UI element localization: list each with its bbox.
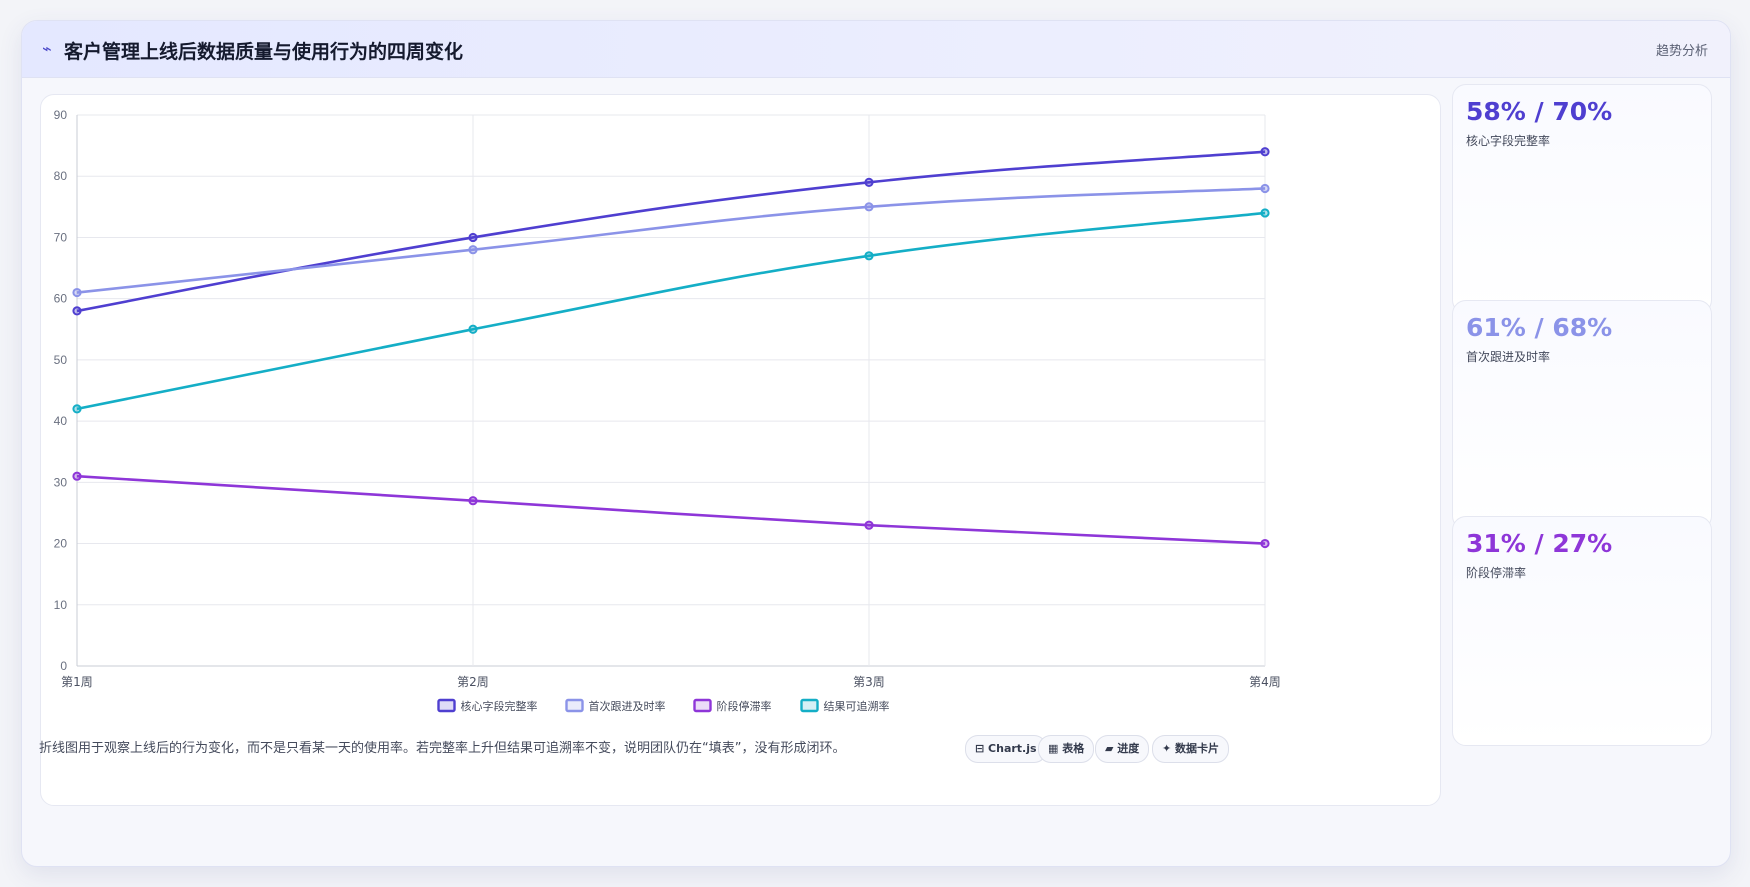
data-point[interactable] <box>864 177 874 187</box>
series-line-3 <box>76 211 1266 411</box>
kpi-value: 31% / 27% <box>1466 529 1613 558</box>
series-line-0 <box>76 150 1266 313</box>
data-point[interactable] <box>72 306 82 316</box>
legend-swatch[interactable] <box>693 698 712 713</box>
trend-analysis-tag[interactable]: 趋势分析 <box>1655 44 1708 59</box>
data-point[interactable] <box>72 471 82 481</box>
data-point[interactable] <box>468 245 478 255</box>
x-tick-label: 第2周 <box>457 675 489 689</box>
series-line-2 <box>76 474 1266 545</box>
kpi-value: 61% / 68% <box>1466 313 1613 342</box>
x-tick-label: 第1周 <box>61 675 93 689</box>
kpi-value: 58% / 70% <box>1466 97 1613 126</box>
y-tick-label: 0 <box>60 659 67 673</box>
legend-label[interactable]: 阶段停滞率 <box>717 699 772 713</box>
legend-swatch[interactable] <box>565 698 584 713</box>
y-tick-label: 30 <box>54 475 68 489</box>
data-point[interactable] <box>864 202 874 212</box>
x-tick-label: 第3周 <box>853 675 885 689</box>
kpi-label: 首次跟进及时率 <box>1466 350 1551 364</box>
chip-table[interactable]: ▦ 表格 <box>1038 735 1095 763</box>
data-point[interactable] <box>468 232 478 243</box>
data-point[interactable] <box>72 287 82 298</box>
card-title: 客户管理上线后数据质量与使用行为的四周变化 <box>64 41 464 63</box>
data-point[interactable] <box>1260 147 1270 157</box>
y-tick-label: 10 <box>54 598 68 612</box>
data-point[interactable] <box>864 251 874 261</box>
y-tick-label: 20 <box>54 537 68 551</box>
data-point[interactable] <box>468 324 478 334</box>
chip-chartjs[interactable]: ⊟ Chart.js <box>965 735 1047 763</box>
lightning-icon: ⌁ <box>42 39 52 58</box>
legend-label[interactable]: 结果可追溯率 <box>824 699 890 713</box>
card-header: ⌁ 客户管理上线后数据质量与使用行为的四周变化 趋势分析 <box>22 21 1730 78</box>
chip-progress[interactable]: ▰ 进度 <box>1095 735 1150 763</box>
y-tick-label: 80 <box>54 169 68 183</box>
dashboard-card: ⌁ 客户管理上线后数据质量与使用行为的四周变化 趋势分析 0 10 20 30 40 50… <box>21 20 1731 867</box>
y-tick-label: 60 <box>54 292 68 306</box>
data-point[interactable] <box>864 520 874 530</box>
y-tick-label: 50 <box>54 353 68 367</box>
kpi-card-first-followup-timeliness: 61% / 68% 首次跟进及时率 <box>1452 300 1712 530</box>
y-tick-label: 40 <box>54 414 68 428</box>
legend-label[interactable]: 核心字段完整率 <box>461 699 538 713</box>
chip-data-card[interactable]: ✦ 数据卡片 <box>1152 735 1230 763</box>
kpi-card-core-field-completeness: 58% / 70% 核心字段完整率 <box>1452 84 1712 314</box>
kpi-card-stage-stagnation: 31% / 27% 阶段停滞率 <box>1452 516 1712 746</box>
footer-note: 折线图用于观察上线后的行为变化，而不是只看某一天的使用率。若完整率上升但结果可追… <box>39 741 846 756</box>
data-point[interactable] <box>468 496 478 506</box>
kpi-label: 阶段停滞率 <box>1466 566 1527 580</box>
data-point[interactable] <box>1260 183 1270 194</box>
legend-label[interactable]: 首次跟进及时率 <box>589 699 666 713</box>
x-tick-label: 第4周 <box>1249 675 1281 689</box>
legend-swatch[interactable] <box>800 698 819 713</box>
line-chart-panel: 0 10 20 30 40 50 60 70 80 90 第1周 第2周 第3周 第4周核心字段完整率 首次… <box>40 94 1441 806</box>
y-tick-label: 90 <box>54 108 68 122</box>
series-line-1 <box>76 187 1266 294</box>
data-point[interactable] <box>72 404 82 414</box>
legend-swatch[interactable] <box>437 698 456 713</box>
y-tick-label: 70 <box>54 230 68 244</box>
data-point[interactable] <box>1260 538 1270 549</box>
data-point[interactable] <box>1260 208 1270 218</box>
kpi-label: 核心字段完整率 <box>1466 134 1551 148</box>
